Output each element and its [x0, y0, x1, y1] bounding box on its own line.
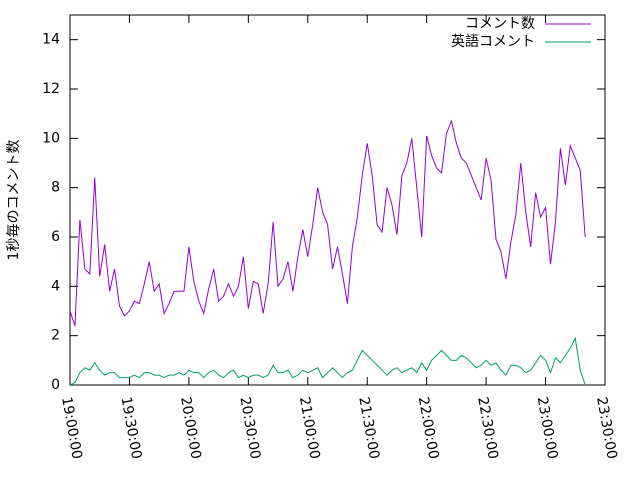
- plot-border: [69, 14, 606, 386]
- x-tick-label: 21:30:00: [355, 396, 382, 461]
- y-tick-label: 12: [42, 81, 60, 97]
- x-tick-label: 23:30:00: [593, 396, 620, 461]
- y-tick-label: 10: [42, 130, 60, 146]
- y-tick-label: 6: [51, 229, 60, 245]
- legend-label: 英語コメント: [451, 33, 535, 50]
- y-axis-label: 1秒毎のコメント数: [6, 140, 22, 261]
- x-tick-label: 23:00:00: [534, 396, 561, 461]
- y-tick-label: 8: [51, 180, 60, 196]
- y-tick-label: 2: [51, 328, 60, 344]
- x-tick-label: 21:00:00: [296, 396, 323, 461]
- y-tick-label: 4: [51, 278, 60, 294]
- data-line: [69, 336, 586, 386]
- x-tick-label: 22:30:00: [474, 396, 501, 461]
- x-tick-label: 19:00:00: [58, 396, 85, 461]
- y-tick-label: 14: [42, 32, 60, 48]
- data-line: [69, 119, 586, 326]
- legend-label: コメント数: [465, 16, 535, 32]
- x-tick-label: 22:00:00: [415, 396, 442, 461]
- x-tick-label: 20:30:00: [236, 396, 263, 461]
- x-tick-label: 19:30:00: [118, 396, 145, 461]
- y-tick-label: 0: [51, 377, 60, 393]
- x-tick-label: 20:00:00: [177, 396, 204, 461]
